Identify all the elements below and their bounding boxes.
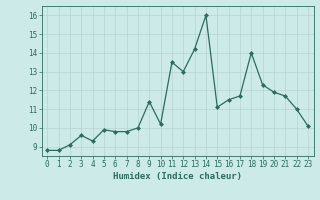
X-axis label: Humidex (Indice chaleur): Humidex (Indice chaleur) xyxy=(113,172,242,181)
